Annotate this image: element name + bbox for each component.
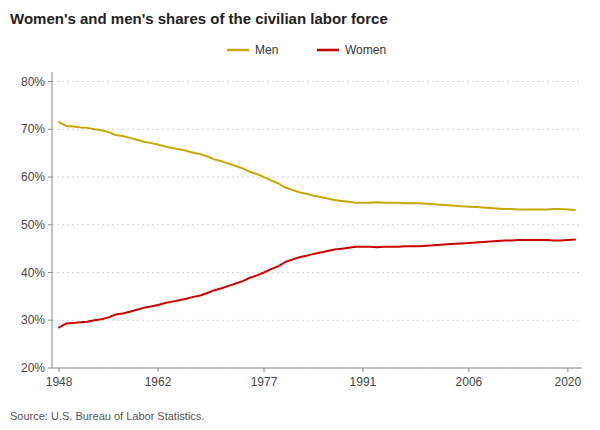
y-tick-label: 40%	[21, 266, 45, 280]
y-tick	[48, 368, 52, 369]
legend-label: Men	[255, 43, 278, 57]
x-tick-label: 1948	[46, 375, 73, 389]
x-tick-label: 1977	[251, 375, 278, 389]
x-tick	[59, 368, 60, 372]
legend: Men Women	[227, 43, 386, 57]
y-tick-label: 30%	[21, 313, 45, 327]
y-tick-label: 80%	[21, 75, 45, 89]
y-tick-label: 70%	[21, 122, 45, 136]
x-tick	[158, 368, 159, 372]
x-tick-label: 2020	[555, 375, 582, 389]
x-tick	[567, 368, 568, 372]
y-tick-label: 60%	[21, 170, 45, 184]
legend-swatch	[227, 49, 249, 52]
y-tick	[48, 129, 52, 130]
y-axis	[52, 72, 53, 368]
y-tick	[48, 224, 52, 225]
x-tick-label: 1962	[145, 375, 172, 389]
grid	[52, 82, 582, 368]
y-tick	[48, 320, 52, 321]
y-ticks: 20% 30% 40% 50% 60% 70% 80%	[21, 75, 52, 375]
grid-line	[52, 272, 582, 273]
grid-line	[52, 81, 582, 82]
source: Source: U.S. Bureau of Labor Statistics.	[10, 410, 204, 422]
x-axis	[52, 368, 582, 369]
y-tick	[48, 272, 52, 273]
legend-swatch	[317, 49, 339, 52]
legend-label: Women	[345, 43, 386, 57]
x-tick-label: 2006	[456, 375, 483, 389]
y-tick-label: 20%	[21, 361, 45, 375]
x-tick	[362, 368, 363, 372]
title: Women's and men's shares of the civilian…	[10, 10, 388, 27]
lines	[59, 122, 575, 327]
grid-line	[52, 224, 582, 225]
y-tick	[48, 81, 52, 82]
series-line	[59, 240, 575, 328]
grid-line	[52, 368, 582, 369]
x-ticks: 1948 1962 1977 1991 2006 2020	[46, 368, 582, 389]
y-tick	[48, 177, 52, 178]
x-tick-label: 1991	[350, 375, 377, 389]
chart: Women's and men's shares of the civilian…	[0, 0, 600, 430]
x-tick	[264, 368, 265, 372]
x-tick	[468, 368, 469, 372]
grid-line	[52, 320, 582, 321]
series-line	[59, 122, 575, 210]
y-tick-label: 50%	[21, 218, 45, 232]
grid-line	[52, 129, 582, 130]
grid-line	[52, 177, 582, 178]
